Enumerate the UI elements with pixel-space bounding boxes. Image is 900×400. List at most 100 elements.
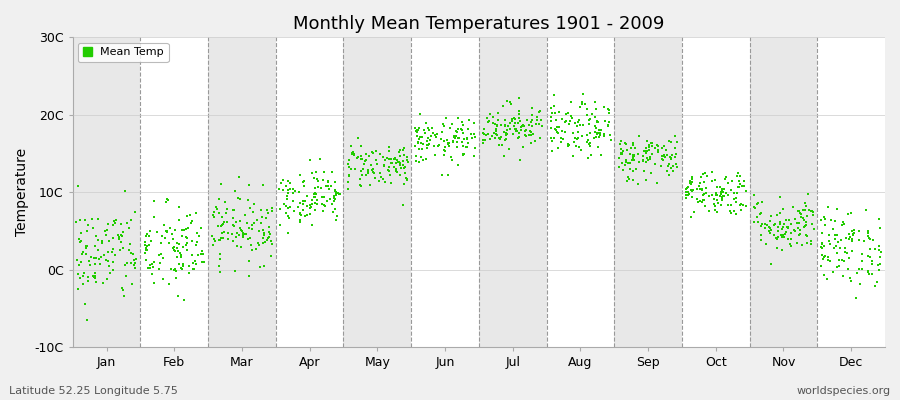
- Point: [431, 142, 446, 148]
- Point: [754, 199, 769, 206]
- Point: [590, 119, 604, 125]
- Point: [750, 214, 764, 220]
- Point: [804, 241, 818, 248]
- Point: [697, 190, 711, 197]
- Point: [300, 192, 314, 199]
- Point: [283, 203, 297, 210]
- Point: [525, 118, 539, 125]
- Point: [454, 139, 469, 146]
- Point: [632, 159, 646, 165]
- Point: [532, 109, 546, 115]
- Point: [451, 126, 465, 132]
- Point: [624, 145, 638, 152]
- Point: [614, 151, 628, 157]
- Point: [359, 157, 374, 164]
- Point: [797, 206, 812, 213]
- Point: [256, 227, 270, 234]
- Point: [845, 236, 859, 242]
- Point: [376, 154, 391, 160]
- Point: [650, 142, 664, 148]
- Point: [113, 238, 128, 245]
- Point: [354, 156, 368, 162]
- Point: [242, 205, 256, 212]
- Point: [256, 240, 270, 246]
- Point: [247, 201, 261, 207]
- Point: [118, 261, 132, 268]
- Point: [98, 228, 112, 234]
- Point: [437, 144, 452, 150]
- Point: [500, 136, 514, 142]
- Point: [514, 127, 528, 134]
- Point: [220, 206, 234, 212]
- Point: [832, 257, 846, 264]
- Point: [378, 178, 392, 185]
- Point: [392, 172, 407, 178]
- Point: [776, 224, 790, 230]
- Point: [518, 127, 533, 133]
- Point: [612, 154, 626, 161]
- Point: [197, 258, 211, 265]
- Point: [212, 223, 226, 230]
- Point: [308, 190, 322, 196]
- Point: [860, 230, 875, 237]
- Point: [329, 191, 344, 198]
- Point: [488, 121, 502, 127]
- Point: [591, 127, 606, 133]
- Point: [212, 196, 227, 202]
- Point: [167, 248, 182, 254]
- Point: [185, 238, 200, 244]
- Point: [508, 126, 523, 132]
- Point: [372, 178, 386, 184]
- Point: [189, 261, 203, 267]
- Point: [799, 213, 814, 219]
- Point: [257, 263, 272, 269]
- Point: [411, 139, 426, 146]
- Bar: [275, 37, 344, 347]
- Point: [612, 164, 626, 170]
- Bar: [411, 37, 479, 347]
- Point: [730, 189, 744, 196]
- Point: [662, 154, 677, 160]
- Point: [410, 128, 424, 135]
- Point: [75, 238, 89, 244]
- Point: [562, 121, 576, 127]
- Point: [105, 235, 120, 241]
- Point: [229, 219, 243, 225]
- Point: [397, 152, 411, 158]
- Point: [526, 131, 541, 137]
- Point: [576, 91, 590, 97]
- Point: [684, 187, 698, 194]
- Point: [275, 187, 290, 194]
- Point: [139, 246, 153, 253]
- Point: [396, 162, 410, 168]
- Point: [487, 129, 501, 136]
- Point: [509, 128, 524, 135]
- Point: [392, 159, 407, 166]
- Point: [393, 160, 408, 166]
- Point: [511, 120, 526, 126]
- Point: [232, 174, 247, 181]
- Point: [628, 166, 643, 172]
- Point: [644, 140, 659, 146]
- Point: [152, 266, 166, 273]
- Point: [78, 243, 93, 250]
- Point: [105, 248, 120, 255]
- Point: [209, 204, 223, 210]
- Point: [142, 228, 157, 234]
- Point: [205, 233, 220, 240]
- Point: [615, 150, 629, 156]
- Point: [127, 262, 141, 268]
- Point: [534, 108, 548, 114]
- Point: [169, 268, 184, 274]
- Point: [508, 128, 523, 134]
- Point: [317, 194, 331, 200]
- Bar: [140, 37, 208, 347]
- Point: [729, 199, 743, 206]
- Point: [219, 210, 233, 217]
- Point: [544, 134, 558, 141]
- Point: [836, 273, 850, 279]
- Point: [739, 203, 753, 209]
- Point: [291, 204, 305, 210]
- Point: [872, 243, 886, 249]
- Point: [549, 124, 563, 130]
